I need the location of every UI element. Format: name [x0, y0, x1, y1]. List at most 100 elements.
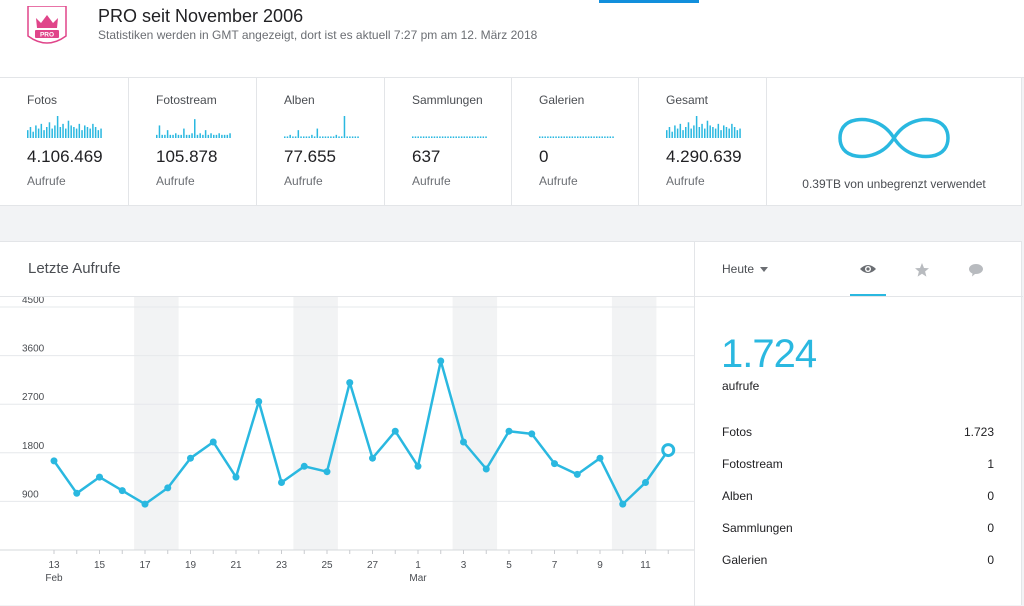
- x-tick-label: 3: [461, 560, 467, 571]
- stat-unit: Aufrufe: [27, 174, 66, 188]
- sparkline-bar: [305, 136, 308, 138]
- sparkline-bar: [485, 136, 487, 138]
- sparkline-bar: [213, 134, 215, 138]
- star-icon: [915, 263, 929, 277]
- sparkline-bar: [687, 122, 690, 138]
- stat-unit: Aufrufe: [412, 174, 451, 188]
- stat-card-sammlungen[interactable]: Sammlungen 637 Aufrufe: [385, 78, 512, 206]
- tab-views[interactable]: [850, 260, 886, 296]
- data-point: [573, 470, 581, 478]
- sparkline-bar: [51, 128, 53, 138]
- sparkline-bar: [612, 136, 614, 138]
- stat-unit: Aufrufe: [666, 174, 705, 188]
- sparkline-bar: [596, 136, 598, 138]
- sparkline-bar: [412, 136, 414, 138]
- data-point: [187, 454, 194, 462]
- data-point: [118, 487, 126, 495]
- sparkline-bar: [92, 123, 94, 138]
- sparkline-bar: [571, 136, 574, 138]
- stat-unit: Aufrufe: [156, 174, 195, 188]
- data-point: [141, 500, 149, 508]
- sparkline-bar: [32, 131, 34, 138]
- x-tick-sublabel: Mar: [409, 573, 427, 584]
- breakdown-row: Fotos 1.723: [722, 425, 994, 445]
- data-point: [209, 438, 217, 446]
- row-label: Galerien: [722, 553, 768, 567]
- sparkline-bar: [43, 130, 45, 138]
- header-active-tab-indicator: [599, 0, 699, 3]
- sparkline-bar: [81, 130, 83, 138]
- sparkline-bar: [477, 136, 479, 138]
- x-tick-label: 15: [94, 560, 106, 571]
- sparkline-bar: [29, 127, 32, 138]
- stats-sidebar: Heute 1.724 aufrufe Fotos 1.723 Fotostrea…: [694, 242, 1023, 606]
- data-point: [619, 500, 627, 508]
- tab-comments[interactable]: [958, 260, 994, 296]
- sparkline-bar: [46, 127, 48, 138]
- sparkline-bar: [210, 133, 212, 138]
- comment-icon: [969, 264, 983, 277]
- sparkline-bar: [100, 128, 102, 138]
- sparkline-bar: [94, 127, 97, 138]
- sparkline-bar: [175, 133, 177, 138]
- sparkline-bar: [422, 136, 425, 138]
- sparkline-bar: [731, 123, 733, 138]
- sparkline-bar: [183, 128, 185, 138]
- sparkline-bar: [180, 134, 182, 138]
- sparkline-bar: [690, 128, 692, 138]
- x-tick-label: 1: [415, 560, 421, 571]
- stat-card-alben[interactable]: Alben 77.655 Aufrufe: [257, 78, 385, 206]
- sparkline-bar: [433, 136, 436, 138]
- x-tick-label: 13: [48, 560, 60, 571]
- data-point-current: [661, 443, 676, 458]
- stat-card-fotos[interactable]: Fotos 4.106.469 Aufrufe: [0, 78, 129, 206]
- sparkline-bar: [458, 136, 460, 138]
- sparkline-bar: [215, 134, 218, 138]
- sparkline-bar: [156, 134, 158, 138]
- tab-favorites[interactable]: [904, 260, 940, 296]
- sparkline-bar: [547, 136, 549, 138]
- sparkline-bar: [357, 136, 359, 138]
- sparkline-bar: [455, 136, 457, 138]
- y-tick-label: 3600: [22, 344, 45, 355]
- sparkline-bar: [601, 136, 603, 138]
- sparkline-bar: [717, 123, 720, 138]
- data-point: [96, 473, 103, 481]
- data-point: [460, 438, 467, 446]
- views-line-chart[interactable]: 900 1800 2700 3600 4500 13 Feb 15 17 19 21 23 25 27 1 M…: [0, 297, 694, 606]
- sparkline-bar: [728, 128, 730, 138]
- stat-sparkline: [539, 136, 614, 138]
- stat-card-galerien[interactable]: Galerien 0 Aufrufe: [512, 78, 639, 206]
- stat-label: Fotos: [27, 93, 58, 107]
- chevron-down-icon: [760, 267, 769, 273]
- sparkline-bar: [73, 127, 75, 138]
- sparkline-bar: [349, 136, 351, 138]
- sparkline-bar: [188, 134, 191, 138]
- period-dropdown[interactable]: Heute: [722, 262, 769, 276]
- row-value: 0: [987, 553, 994, 567]
- stat-unit: Aufrufe: [284, 174, 323, 188]
- sparkline-bar: [606, 136, 609, 138]
- y-tick-label: 900: [22, 489, 39, 500]
- row-label: Alben: [722, 489, 753, 503]
- sparkline-bar: [555, 136, 557, 138]
- data-point: [73, 489, 81, 497]
- sparkline-bar: [158, 125, 161, 138]
- data-point: [505, 427, 513, 435]
- data-point: [50, 457, 58, 465]
- divider: [0, 296, 694, 297]
- x-tick-sublabel: Feb: [45, 573, 63, 584]
- infinity-icon: [838, 117, 950, 159]
- series-line: [52, 359, 670, 506]
- sparkline-bar: [609, 136, 612, 138]
- sparkline-bar: [693, 125, 695, 138]
- sparkline-bar: [286, 136, 289, 138]
- stat-card-gesamt[interactable]: Gesamt 4.290.639 Aufrufe: [639, 78, 767, 206]
- sparkline-bar: [223, 134, 226, 138]
- sparkline-bar: [471, 136, 474, 138]
- sparkline-bar: [482, 136, 485, 138]
- sparkline-bar: [720, 130, 722, 138]
- sparkline-bar: [89, 128, 91, 138]
- stat-card-fotostream[interactable]: Fotostream 105.878 Aufrufe: [129, 78, 257, 206]
- stat-value: 4.290.639: [666, 147, 742, 166]
